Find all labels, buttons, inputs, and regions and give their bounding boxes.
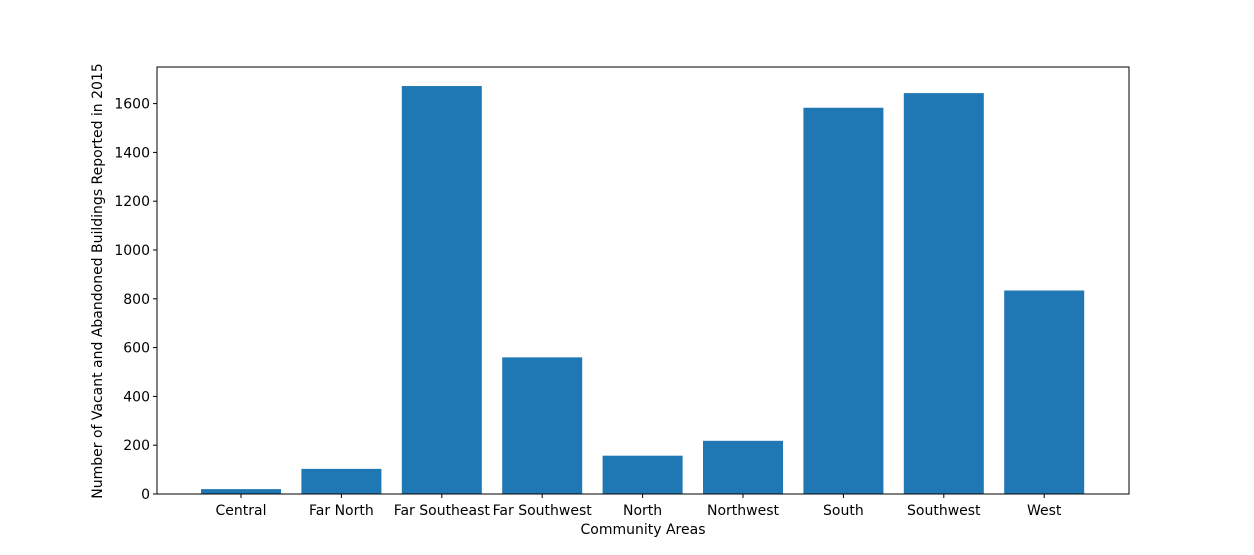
y-tick-label: 1200 <box>114 194 150 210</box>
y-ticks-group: 0 200 400 600 800 1000 1200 1400 1600 <box>114 97 157 503</box>
y-tick-label: 200 <box>123 438 150 454</box>
x-axis-label: Community Areas <box>581 522 706 538</box>
y-tick-label: 1600 <box>114 97 150 113</box>
y-tick-label: 1400 <box>114 145 150 161</box>
x-tick-label: Southwest <box>907 503 981 519</box>
x-tick-label: Northwest <box>707 503 780 519</box>
x-tick-label: Far Southwest <box>493 503 593 519</box>
bar-far-southeast <box>401 86 482 495</box>
bar-central <box>201 489 281 494</box>
y-axis-label: Number of Vacant and Abandoned Buildings… <box>90 63 106 499</box>
bar-northwest <box>703 440 783 494</box>
plot-frame <box>156 66 1130 495</box>
x-tick-label: West <box>1027 503 1062 519</box>
bar-far-north <box>301 468 382 494</box>
x-tick-label: North <box>623 503 662 519</box>
bar-west <box>1004 290 1085 494</box>
y-tick-label: 1000 <box>114 243 150 259</box>
y-tick-label: 400 <box>123 389 150 405</box>
y-tick-label: 0 <box>141 487 150 503</box>
x-tick-label: Far Southeast <box>394 503 491 519</box>
y-tick-label: 800 <box>123 292 150 308</box>
x-ticks-group: Central Far North Far Southeast Far Southwe… <box>216 494 1062 519</box>
bars-group <box>201 86 1085 495</box>
x-tick-label: Central <box>216 503 267 519</box>
x-tick-label: Far North <box>309 503 374 519</box>
bar-far-southwest <box>502 357 583 494</box>
bar-southwest <box>903 93 984 494</box>
x-tick-label: South <box>823 503 864 519</box>
bar-north <box>602 455 683 494</box>
y-tick-label: 600 <box>123 341 150 357</box>
bar-south <box>803 107 884 495</box>
